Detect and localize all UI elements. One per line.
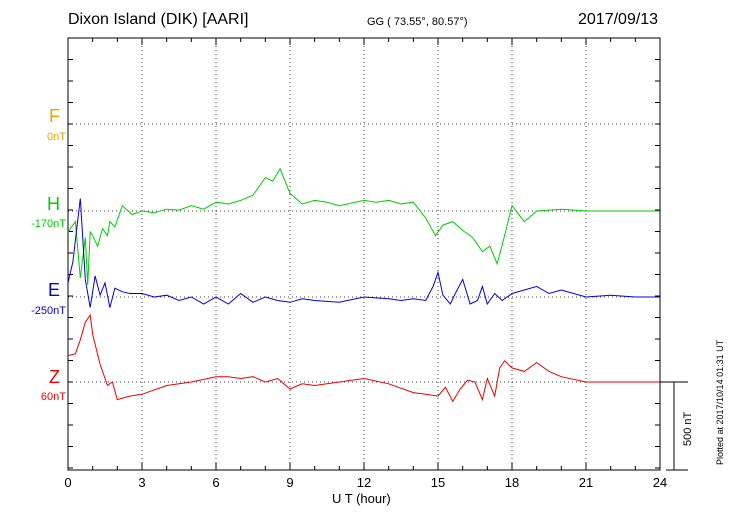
component-label-e: E [47, 280, 60, 300]
component-baseline-z: 60nT [40, 391, 66, 403]
x-tick-label: 3 [138, 475, 145, 490]
grid-lines [68, 38, 660, 470]
component-baseline-f: 0nT [47, 131, 66, 143]
component-label-h: H [47, 194, 60, 214]
x-tick-label: 12 [357, 475, 371, 490]
component-baseline-e: -250nT [31, 305, 66, 317]
station-coords: GG ( 73.55°, 80.57°) [367, 16, 468, 28]
component-label-f: F [49, 106, 60, 126]
component-label-z: Z [49, 367, 60, 387]
plotted-timestamp: Plotted at 2017/10/14 01:31 UT [715, 339, 725, 465]
trace-h [67, 167, 660, 285]
scale-bar [660, 381, 688, 471]
x-tick-label: 18 [505, 475, 519, 490]
x-axis-title: U T (hour) [332, 491, 391, 506]
x-tick-label: 6 [212, 475, 219, 490]
x-tick-labels: 0 3 6 9 12 15 18 21 24 [64, 475, 667, 490]
station-title: Dixon Island (DIK) [AARI] [68, 11, 249, 28]
trace-z [67, 313, 660, 403]
axis-ticks [67, 38, 661, 470]
scale-label: 500 nT [682, 411, 694, 446]
x-tick-label: 9 [286, 475, 293, 490]
x-tick-label: 24 [653, 475, 667, 490]
chart-date: 2017/09/13 [578, 11, 659, 28]
x-tick-label: 0 [64, 475, 71, 490]
component-baseline-h: -170nT [31, 218, 66, 230]
traces [67, 167, 660, 403]
x-tick-label: 15 [431, 475, 445, 490]
x-tick-label: 21 [579, 475, 593, 490]
trace-e [67, 198, 660, 308]
